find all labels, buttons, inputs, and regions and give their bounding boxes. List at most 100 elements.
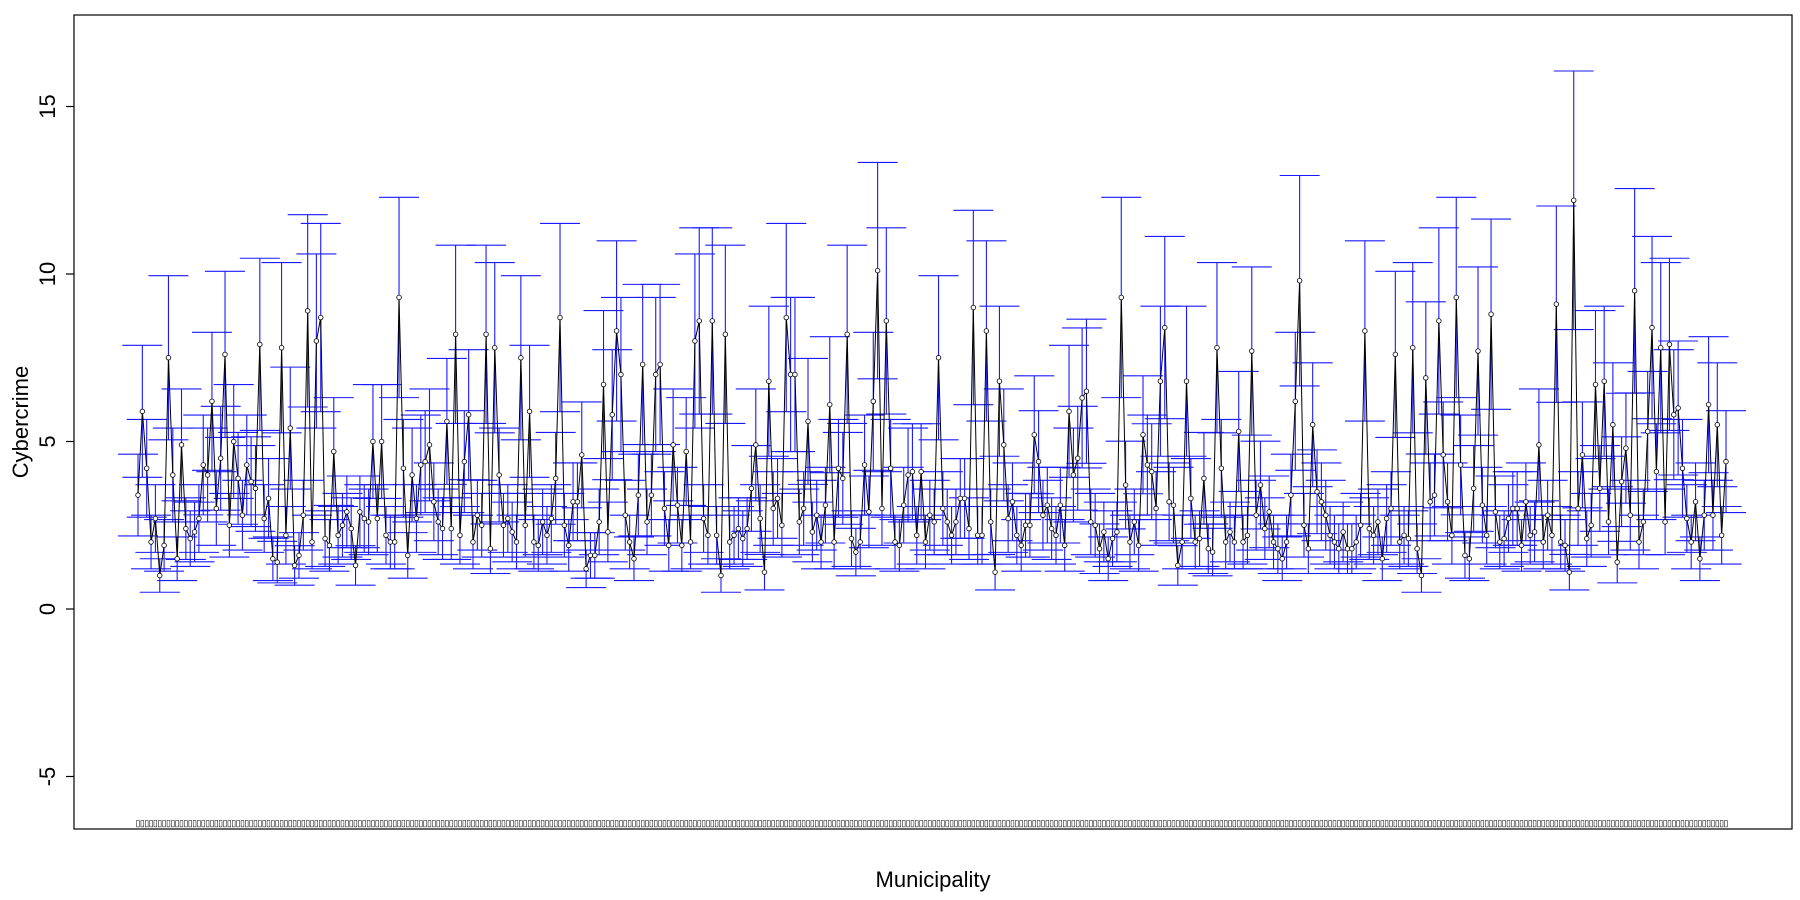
x-tick-label: ▯ — [375, 818, 380, 828]
x-tick-label: ▯ — [614, 818, 619, 828]
data-point — [265, 495, 272, 502]
x-tick-label: ▯ — [1249, 818, 1254, 828]
data-point — [1405, 535, 1412, 542]
data-point — [226, 522, 233, 528]
data-point — [1514, 505, 1520, 512]
x-tick-label: ▯ — [1580, 818, 1585, 828]
x-tick-label: ▯ — [1702, 818, 1707, 828]
data-point — [1388, 505, 1394, 512]
data-point — [1362, 328, 1368, 334]
data-point — [1436, 318, 1442, 324]
x-tick-label: ▯ — [140, 818, 145, 828]
x-tick-label: ▯ — [1058, 818, 1063, 828]
x-tick-label: ▯ — [1493, 818, 1498, 828]
x-tick-label: ▯ — [945, 818, 950, 828]
data-point — [600, 381, 607, 388]
x-tick-label: ▯ — [331, 818, 336, 828]
data-point — [170, 472, 176, 478]
x-tick-label: ▯ — [1393, 818, 1398, 828]
x-tick-label: ▯ — [514, 818, 519, 828]
data-point — [331, 448, 337, 455]
x-tick-label: ▯ — [1097, 818, 1102, 828]
data-point — [861, 462, 868, 468]
x-tick-label: ▯ — [484, 818, 489, 828]
x-tick-label: ▯ — [196, 818, 201, 828]
data-point — [996, 378, 1003, 384]
x-tick-label: ▯ — [736, 818, 741, 828]
x-tick-label: ▯ — [1602, 818, 1607, 828]
x-tick-label: ▯ — [1141, 818, 1146, 828]
data-point — [326, 542, 333, 549]
data-point — [1192, 539, 1198, 545]
x-tick-label: ▯ — [1380, 818, 1385, 828]
data-point — [1440, 452, 1446, 458]
x-tick-label: ▯ — [366, 818, 371, 828]
x-tick-label: ▯ — [353, 818, 358, 828]
data-point — [948, 532, 955, 538]
data-point — [887, 465, 894, 471]
x-tick-label: ▯ — [1484, 818, 1489, 828]
x-tick-label: ▯ — [414, 818, 419, 828]
y-axis-title: Cybercrime — [8, 366, 33, 478]
data-point — [953, 519, 959, 525]
data-point — [1092, 522, 1098, 528]
data-point — [304, 308, 311, 314]
x-tick-label: ▯ — [540, 818, 545, 828]
data-point — [1427, 499, 1433, 505]
x-tick-label: ▯ — [1515, 818, 1520, 828]
data-point — [1096, 546, 1103, 552]
data-point — [204, 472, 211, 478]
data-point — [1070, 472, 1077, 478]
x-tick-label: ▯ — [357, 818, 362, 828]
x-tick-label: ▯ — [610, 818, 615, 828]
x-tick-label: ▯ — [1419, 818, 1424, 828]
x-tick-label: ▯ — [1223, 818, 1228, 828]
x-tick-label: ▯ — [810, 818, 815, 828]
data-point — [1170, 502, 1177, 508]
x-tick-label: ▯ — [1645, 818, 1650, 828]
data-point — [1040, 512, 1046, 518]
x-tick-label: ▯ — [288, 818, 293, 828]
data-point — [300, 512, 307, 518]
x-tick-label: ▯ — [579, 818, 584, 828]
data-point — [135, 492, 141, 498]
x-tick-label: ▯ — [705, 818, 710, 828]
data-point — [374, 515, 380, 522]
x-tick-label: ▯ — [1476, 818, 1481, 828]
data-point — [1166, 499, 1172, 505]
data-point — [1022, 522, 1029, 528]
data-point — [853, 549, 859, 555]
x-tick-label: ▯ — [871, 818, 876, 828]
x-tick-label: ▯ — [858, 818, 863, 828]
x-tick-label: ▯ — [1328, 818, 1333, 828]
data-point — [509, 529, 515, 535]
x-tick-label: ▯ — [1719, 818, 1724, 828]
data-point — [674, 502, 681, 508]
x-tick-label: ▯ — [588, 818, 593, 828]
x-tick-label: ▯ — [962, 818, 967, 828]
x-tick-label: ▯ — [1571, 818, 1576, 828]
x-tick-label: ▯ — [688, 818, 693, 828]
data-point — [696, 318, 702, 324]
x-tick-label: ▯ — [1523, 818, 1528, 828]
data-point — [1188, 495, 1194, 502]
x-tick-label: ▯ — [149, 818, 154, 828]
x-tick-label: ▯ — [1619, 818, 1624, 828]
data-point — [174, 556, 180, 562]
x-tick-label: ▯ — [1554, 818, 1559, 828]
data-point — [200, 462, 206, 468]
data-point — [1061, 542, 1068, 549]
x-tick-label: ▯ — [1519, 818, 1524, 828]
x-tick-label: ▯ — [1180, 818, 1185, 828]
data-point — [1140, 432, 1146, 438]
data-point — [231, 438, 237, 445]
x-tick-label: ▯ — [162, 818, 167, 828]
data-point — [1444, 499, 1451, 505]
data-point — [548, 515, 555, 522]
data-point — [418, 462, 424, 468]
x-tick-label: ▯ — [553, 818, 558, 828]
x-tick-label: ▯ — [840, 818, 845, 828]
x-tick-label: ▯ — [227, 818, 232, 828]
x-tick-label: ▯ — [1371, 818, 1376, 828]
data-point — [339, 522, 346, 528]
